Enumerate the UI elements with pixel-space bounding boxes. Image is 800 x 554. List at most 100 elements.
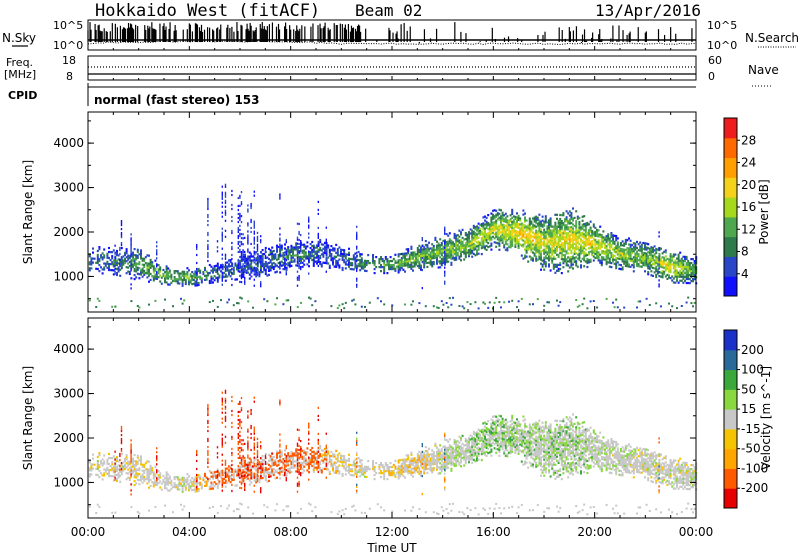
power-cell <box>490 238 493 241</box>
power-cell <box>130 241 132 244</box>
power-cell <box>173 278 176 281</box>
velocity-cell <box>165 471 168 474</box>
velocity-cell <box>172 485 174 488</box>
power-cell <box>199 277 202 280</box>
power-cell <box>464 242 467 245</box>
power-cell <box>639 247 642 250</box>
power-cell <box>279 243 281 246</box>
power-cell <box>424 244 427 247</box>
power-cell <box>296 254 299 257</box>
power-cell <box>224 255 227 258</box>
power-cell <box>284 268 286 271</box>
power-cell <box>596 254 598 258</box>
power-cell <box>495 223 498 226</box>
velocity-cell <box>156 463 158 466</box>
velocity-cell <box>146 482 149 485</box>
power-cell <box>608 237 611 240</box>
power-cell <box>548 239 550 242</box>
power-cell <box>207 197 209 201</box>
power-cell <box>634 256 637 259</box>
power-cell <box>599 259 602 262</box>
power-cell <box>636 252 638 255</box>
power-cell <box>612 240 614 243</box>
power-cell <box>239 218 241 221</box>
power-cell <box>581 225 584 228</box>
power-cell <box>276 248 278 251</box>
velocity-cell <box>116 477 118 481</box>
power-cell <box>298 258 300 262</box>
power-cell <box>474 234 477 237</box>
power-cell <box>231 277 233 281</box>
power-cell <box>578 250 581 254</box>
power-cell <box>637 259 640 262</box>
power-cell <box>559 249 562 253</box>
power-cell <box>541 215 544 218</box>
velocity-cell <box>207 451 209 455</box>
power-colorbar-swatch <box>724 236 737 257</box>
power-cell <box>527 236 530 239</box>
power-cell <box>196 245 198 249</box>
velocity-cell <box>144 468 147 471</box>
power-cell <box>570 260 573 263</box>
velocity-cell <box>148 476 150 479</box>
power-cell <box>224 253 227 256</box>
power-cell <box>693 272 696 275</box>
power-cell <box>644 242 646 245</box>
power-cell <box>516 240 518 243</box>
power-cell <box>650 250 653 253</box>
power-cell <box>616 243 619 246</box>
power-cell <box>671 263 674 266</box>
power-cell <box>490 244 493 247</box>
power-cell <box>224 211 227 214</box>
velocity-cell <box>111 463 114 466</box>
power-cell <box>224 257 227 260</box>
velocity-cell <box>208 507 211 510</box>
power-cell <box>655 269 658 273</box>
power-cell <box>415 255 418 258</box>
power-cell <box>644 256 646 259</box>
power-cell <box>397 253 400 256</box>
power-cell <box>164 298 166 301</box>
power-cell <box>156 275 158 278</box>
power-cell <box>520 228 523 231</box>
power-cell <box>524 248 526 251</box>
power-cell <box>210 275 213 278</box>
power-cell <box>528 245 531 248</box>
velocity-cell <box>173 486 176 489</box>
power-cell <box>568 238 571 241</box>
power-cell <box>578 252 581 256</box>
power-cell <box>564 250 566 253</box>
velocity-cell <box>152 483 155 486</box>
power-cell <box>156 263 158 266</box>
power-cell <box>645 297 648 300</box>
power-cell <box>356 267 358 270</box>
power-cell <box>479 227 482 230</box>
power-cell <box>466 235 469 238</box>
power-cell <box>159 274 162 277</box>
power-cell <box>319 257 322 260</box>
power-cell <box>573 246 576 249</box>
power-cell <box>578 246 581 250</box>
power-cell <box>615 251 618 254</box>
velocity-cell <box>130 467 133 470</box>
power-cell <box>604 242 606 245</box>
power-cell <box>116 271 118 275</box>
power-cell <box>408 263 411 267</box>
velocity-cell <box>196 459 198 463</box>
power-cell <box>156 251 158 254</box>
velocity-cell <box>218 482 221 485</box>
power-cell <box>642 261 645 265</box>
velocity-cell <box>90 463 93 466</box>
power-cell <box>618 257 621 260</box>
power-cell <box>458 241 461 244</box>
power-cell <box>280 254 283 257</box>
power-cell <box>656 256 659 259</box>
power-cell <box>484 245 486 248</box>
power-cell <box>511 238 514 241</box>
power-cell <box>575 264 578 267</box>
power-cell <box>551 261 554 264</box>
power-cell <box>175 270 178 273</box>
power-cell <box>456 252 459 255</box>
power-cell <box>191 271 194 274</box>
power-cell <box>626 263 629 266</box>
